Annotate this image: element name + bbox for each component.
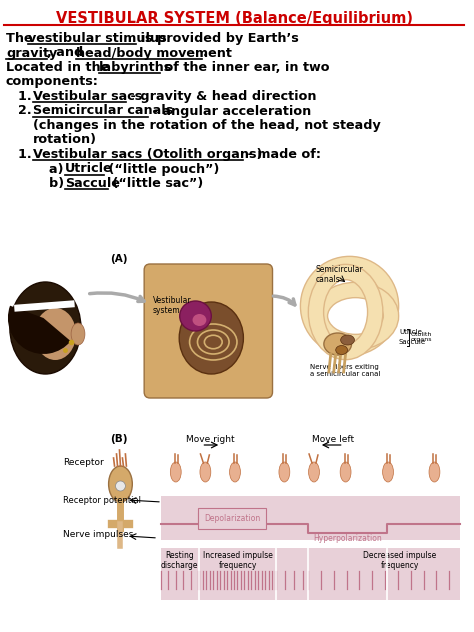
Ellipse shape — [340, 462, 351, 482]
Ellipse shape — [324, 333, 352, 355]
Ellipse shape — [336, 346, 347, 355]
Text: - made of:: - made of: — [243, 148, 321, 161]
Text: Resting
discharge: Resting discharge — [161, 551, 199, 571]
Text: of the inner ear, in two: of the inner ear, in two — [160, 61, 329, 74]
Ellipse shape — [179, 302, 243, 374]
Text: (A): (A) — [110, 254, 128, 264]
Text: Move left: Move left — [312, 435, 354, 444]
Text: Move right: Move right — [186, 435, 235, 444]
Ellipse shape — [229, 462, 240, 482]
Text: Otolith
organs: Otolith organs — [411, 332, 432, 343]
Text: (“little sac”): (“little sac”) — [108, 177, 203, 190]
Text: , and: , and — [47, 47, 88, 59]
Text: Semicircular canals: Semicircular canals — [33, 104, 173, 118]
Text: - angular acceleration: - angular acceleration — [148, 104, 311, 118]
Text: 2.: 2. — [18, 104, 36, 118]
Text: (changes in the rotation of the head, not steady: (changes in the rotation of the head, no… — [33, 119, 380, 132]
Text: Increased impulse
frequency: Increased impulse frequency — [203, 551, 273, 571]
Text: Nerve fibers exiting
a semicircular canal: Nerve fibers exiting a semicircular cana… — [310, 364, 381, 377]
Text: Decreased impulse
frequency: Decreased impulse frequency — [363, 551, 437, 571]
Text: is provided by Earth’s: is provided by Earth’s — [136, 32, 299, 45]
Bar — [161, 496, 460, 540]
Text: components:: components: — [6, 75, 99, 88]
Ellipse shape — [192, 314, 206, 326]
Ellipse shape — [170, 462, 181, 482]
Ellipse shape — [35, 308, 76, 360]
Text: labyrinths: labyrinths — [99, 61, 172, 74]
Text: Nerve impulses: Nerve impulses — [63, 530, 134, 539]
Ellipse shape — [10, 282, 81, 374]
Text: Saccule: Saccule — [399, 339, 426, 345]
Text: Saccule: Saccule — [65, 177, 120, 190]
Text: Receptor: Receptor — [63, 458, 104, 467]
Text: VESTIBULAR SYSTEM (Balance/Equilibrium): VESTIBULAR SYSTEM (Balance/Equilibrium) — [55, 11, 412, 26]
Text: Semicircular
canals: Semicircular canals — [316, 265, 364, 284]
Text: Hyperpolarization: Hyperpolarization — [313, 534, 382, 543]
Text: 1.: 1. — [18, 148, 36, 161]
FancyBboxPatch shape — [144, 264, 273, 398]
Ellipse shape — [180, 301, 211, 331]
Text: (“little pouch”): (“little pouch”) — [104, 162, 219, 176]
Text: Receptor potential: Receptor potential — [63, 496, 141, 505]
Text: Utricle: Utricle — [399, 329, 422, 335]
Text: rotation): rotation) — [33, 133, 97, 147]
Text: b): b) — [49, 177, 69, 190]
Text: head/body movement: head/body movement — [76, 47, 232, 59]
Text: a): a) — [49, 162, 68, 176]
Text: .: . — [202, 47, 207, 59]
Ellipse shape — [309, 462, 319, 482]
Ellipse shape — [341, 335, 355, 345]
Text: 1.: 1. — [18, 90, 36, 103]
Ellipse shape — [429, 462, 440, 482]
Text: gravity: gravity — [6, 47, 57, 59]
Ellipse shape — [200, 462, 211, 482]
Text: Vestibular sacs (Otolith organs): Vestibular sacs (Otolith organs) — [33, 148, 262, 161]
Text: Depolarization: Depolarization — [204, 514, 260, 523]
Text: Located in the: Located in the — [6, 61, 114, 74]
Text: - gravity & head direction: - gravity & head direction — [127, 90, 317, 103]
Ellipse shape — [109, 466, 132, 502]
Ellipse shape — [71, 323, 85, 345]
Ellipse shape — [279, 462, 290, 482]
Text: Vestibular
system: Vestibular system — [153, 296, 191, 315]
Text: vestibular stimulus: vestibular stimulus — [27, 32, 166, 45]
Text: Utricle: Utricle — [65, 162, 113, 176]
Text: The: The — [6, 32, 37, 45]
Text: (B): (B) — [110, 434, 128, 444]
Wedge shape — [8, 306, 71, 354]
Ellipse shape — [116, 481, 126, 491]
Bar — [161, 548, 460, 600]
Text: Vestibular sacs: Vestibular sacs — [33, 90, 142, 103]
Ellipse shape — [383, 462, 393, 482]
